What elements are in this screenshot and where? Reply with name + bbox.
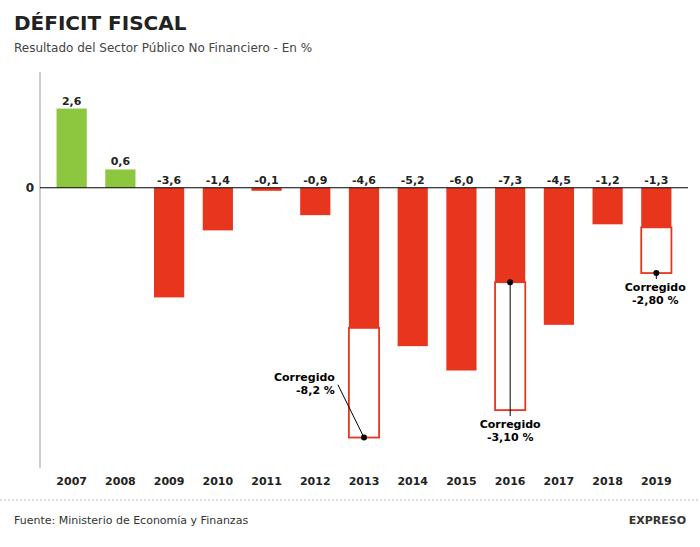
- data-label: -1,4: [206, 174, 230, 187]
- bar: [349, 188, 379, 328]
- data-label: -7,3: [498, 174, 522, 187]
- annotation-line: Corregido: [625, 281, 686, 294]
- x-tick-label: 2015: [446, 475, 477, 488]
- data-label: -0,1: [255, 174, 279, 187]
- annotation-dot: [361, 435, 367, 441]
- bar: [446, 188, 476, 371]
- x-tick-label: 2018: [592, 475, 623, 488]
- bar: [398, 188, 428, 346]
- credit: EXPRESO: [629, 514, 686, 527]
- x-tick-label: 2014: [397, 475, 428, 488]
- annotations: Corregido-8,2 %Corregido-3,10 %Corregido…: [274, 227, 686, 444]
- zero-line: [40, 187, 688, 188]
- x-tick-label: 2013: [349, 475, 380, 488]
- bar: [641, 188, 671, 228]
- title: DÉFICIT FISCAL: [14, 11, 187, 35]
- bar: [105, 169, 135, 187]
- x-tick-label: 2017: [544, 475, 575, 488]
- annotation-leader: [510, 282, 511, 416]
- annotation-leader: [338, 385, 364, 438]
- annotation-line: Corregido: [480, 418, 541, 431]
- x-tick-label: 2008: [105, 475, 136, 488]
- correction-box: [641, 227, 671, 273]
- x-tick-label: 2011: [251, 475, 282, 488]
- data-label: 2,6: [62, 95, 82, 108]
- annotation-line: -8,2 %: [296, 384, 335, 397]
- subtitle: Resultado del Sector Público No Financie…: [14, 41, 312, 55]
- data-label: -4,5: [547, 174, 571, 187]
- data-label: -4,6: [352, 174, 376, 187]
- data-label: -0,9: [303, 174, 327, 187]
- bar: [593, 188, 623, 225]
- bar: [203, 188, 233, 231]
- annotation: Corregido-3,10 %: [480, 418, 541, 444]
- x-tick-label: 2010: [203, 475, 234, 488]
- y-axis-line: [40, 72, 41, 468]
- bar: [300, 188, 330, 215]
- data-label: 0,6: [111, 155, 131, 168]
- data-label: -1,2: [596, 174, 620, 187]
- annotation-line: Corregido: [274, 371, 335, 384]
- x-tick-label: 2019: [641, 475, 672, 488]
- annotation-dot: [507, 279, 513, 285]
- chart: DÉFICIT FISCAL Resultado del Sector Públi…: [0, 0, 700, 547]
- annotation-line: -3,10 %: [487, 431, 534, 444]
- data-label: -1,3: [644, 174, 668, 187]
- annotation: Corregido-2,80 %: [625, 281, 686, 307]
- bar: [544, 188, 574, 325]
- source: Fuente: Ministerio de Economía y Finanza…: [14, 514, 248, 527]
- annotation: Corregido-8,2 %: [274, 371, 335, 397]
- data-label: -3,6: [157, 174, 181, 187]
- bar: [57, 109, 87, 188]
- x-tick-label: 2009: [154, 475, 185, 488]
- data-label: -5,2: [401, 174, 425, 187]
- footer-rule: [0, 500, 700, 501]
- annotation-dot: [653, 270, 659, 276]
- correction-box: [349, 328, 379, 438]
- x-tick-label: 2007: [56, 475, 87, 488]
- bar: [154, 188, 184, 298]
- annotation-line: -2,80 %: [632, 294, 679, 307]
- y-tick-label: 0: [26, 181, 34, 195]
- x-tick-label: 2012: [300, 475, 331, 488]
- x-tick-label: 2016: [495, 475, 526, 488]
- data-label: -6,0: [449, 174, 473, 187]
